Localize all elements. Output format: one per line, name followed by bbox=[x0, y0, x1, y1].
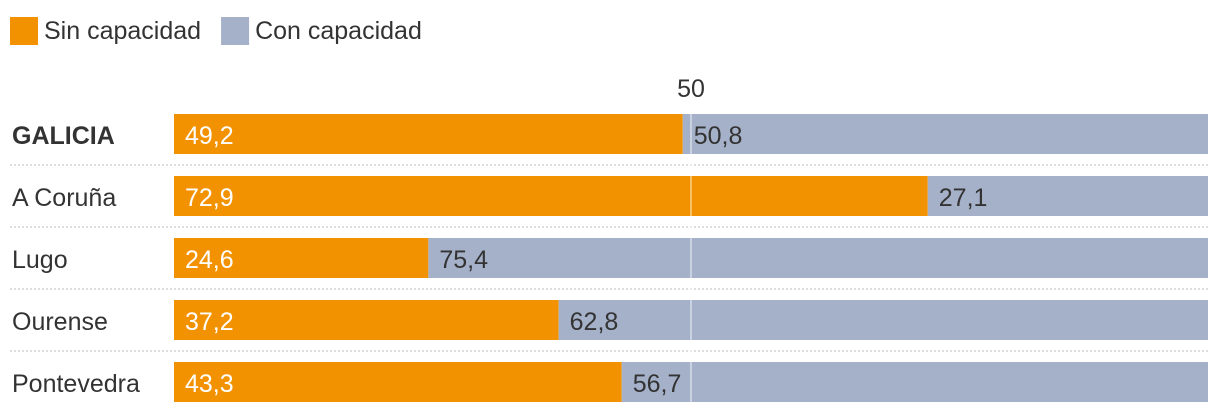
value-label-con-capacidad-ourense: 62,8 bbox=[570, 308, 619, 336]
bar-row-pontevedra bbox=[174, 362, 1208, 402]
bar-row-a-coruna bbox=[174, 176, 1208, 216]
bar-con-capacidad-a-coruna bbox=[927, 176, 1208, 216]
bar-sin-capacidad-pontevedra bbox=[174, 362, 622, 402]
value-label-con-capacidad-lugo: 75,4 bbox=[439, 246, 488, 274]
value-label-sin-capacidad-a-coruna: 72,9 bbox=[185, 184, 234, 212]
value-label-con-capacidad-galicia: 50,8 bbox=[694, 122, 743, 150]
value-label-con-capacidad-a-coruna: 27,1 bbox=[939, 184, 988, 212]
legend-item-con-capacidad: Con capacidad bbox=[221, 17, 422, 45]
bar-con-capacidad-galicia bbox=[682, 114, 1208, 154]
legend-item-sin-capacidad: Sin capacidad bbox=[10, 17, 201, 45]
value-label-sin-capacidad-lugo: 24,6 bbox=[185, 246, 234, 274]
value-label-sin-capacidad-galicia: 49,2 bbox=[185, 122, 234, 150]
bar-con-capacidad-lugo bbox=[428, 238, 1208, 278]
bar-sin-capacidad-lugo bbox=[174, 238, 429, 278]
category-label-a-coruna: A Coruña bbox=[12, 184, 116, 212]
bar-row-galicia bbox=[174, 114, 1208, 154]
category-label-galicia: GALICIA bbox=[12, 122, 115, 150]
bars bbox=[174, 114, 1208, 402]
legend: Sin capacidad Con capacidad bbox=[10, 17, 422, 45]
legend-label-con-capacidad: Con capacidad bbox=[255, 17, 422, 45]
value-label-con-capacidad-pontevedra: 56,7 bbox=[633, 370, 682, 398]
bar-row-ourense bbox=[174, 300, 1208, 340]
category-label-ourense: Ourense bbox=[12, 308, 108, 336]
legend-swatch-sin-capacidad bbox=[10, 17, 38, 45]
category-label-lugo: Lugo bbox=[12, 246, 68, 274]
value-label-sin-capacidad-pontevedra: 43,3 bbox=[185, 370, 234, 398]
reference-line-group: 50 bbox=[677, 75, 705, 402]
bar-sin-capacidad-a-coruna bbox=[174, 176, 928, 216]
bar-row-lugo bbox=[174, 238, 1208, 278]
bar-sin-capacidad-galicia bbox=[174, 114, 683, 154]
labels: GALICIA 49,2 50,8 A Coruña 72,9 27,1 Lugo 24,6 7… bbox=[12, 122, 987, 398]
bar-con-capacidad-pontevedra bbox=[621, 362, 1208, 402]
legend-swatch-con-capacidad bbox=[221, 17, 250, 45]
bar-sin-capacidad-ourense bbox=[174, 300, 559, 340]
legend-label-sin-capacidad: Sin capacidad bbox=[44, 17, 201, 45]
value-label-sin-capacidad-ourense: 37,2 bbox=[185, 308, 234, 336]
reference-line-label: 50 bbox=[677, 75, 705, 103]
category-label-pontevedra: Pontevedra bbox=[12, 370, 140, 398]
bar-con-capacidad-ourense bbox=[558, 300, 1208, 340]
